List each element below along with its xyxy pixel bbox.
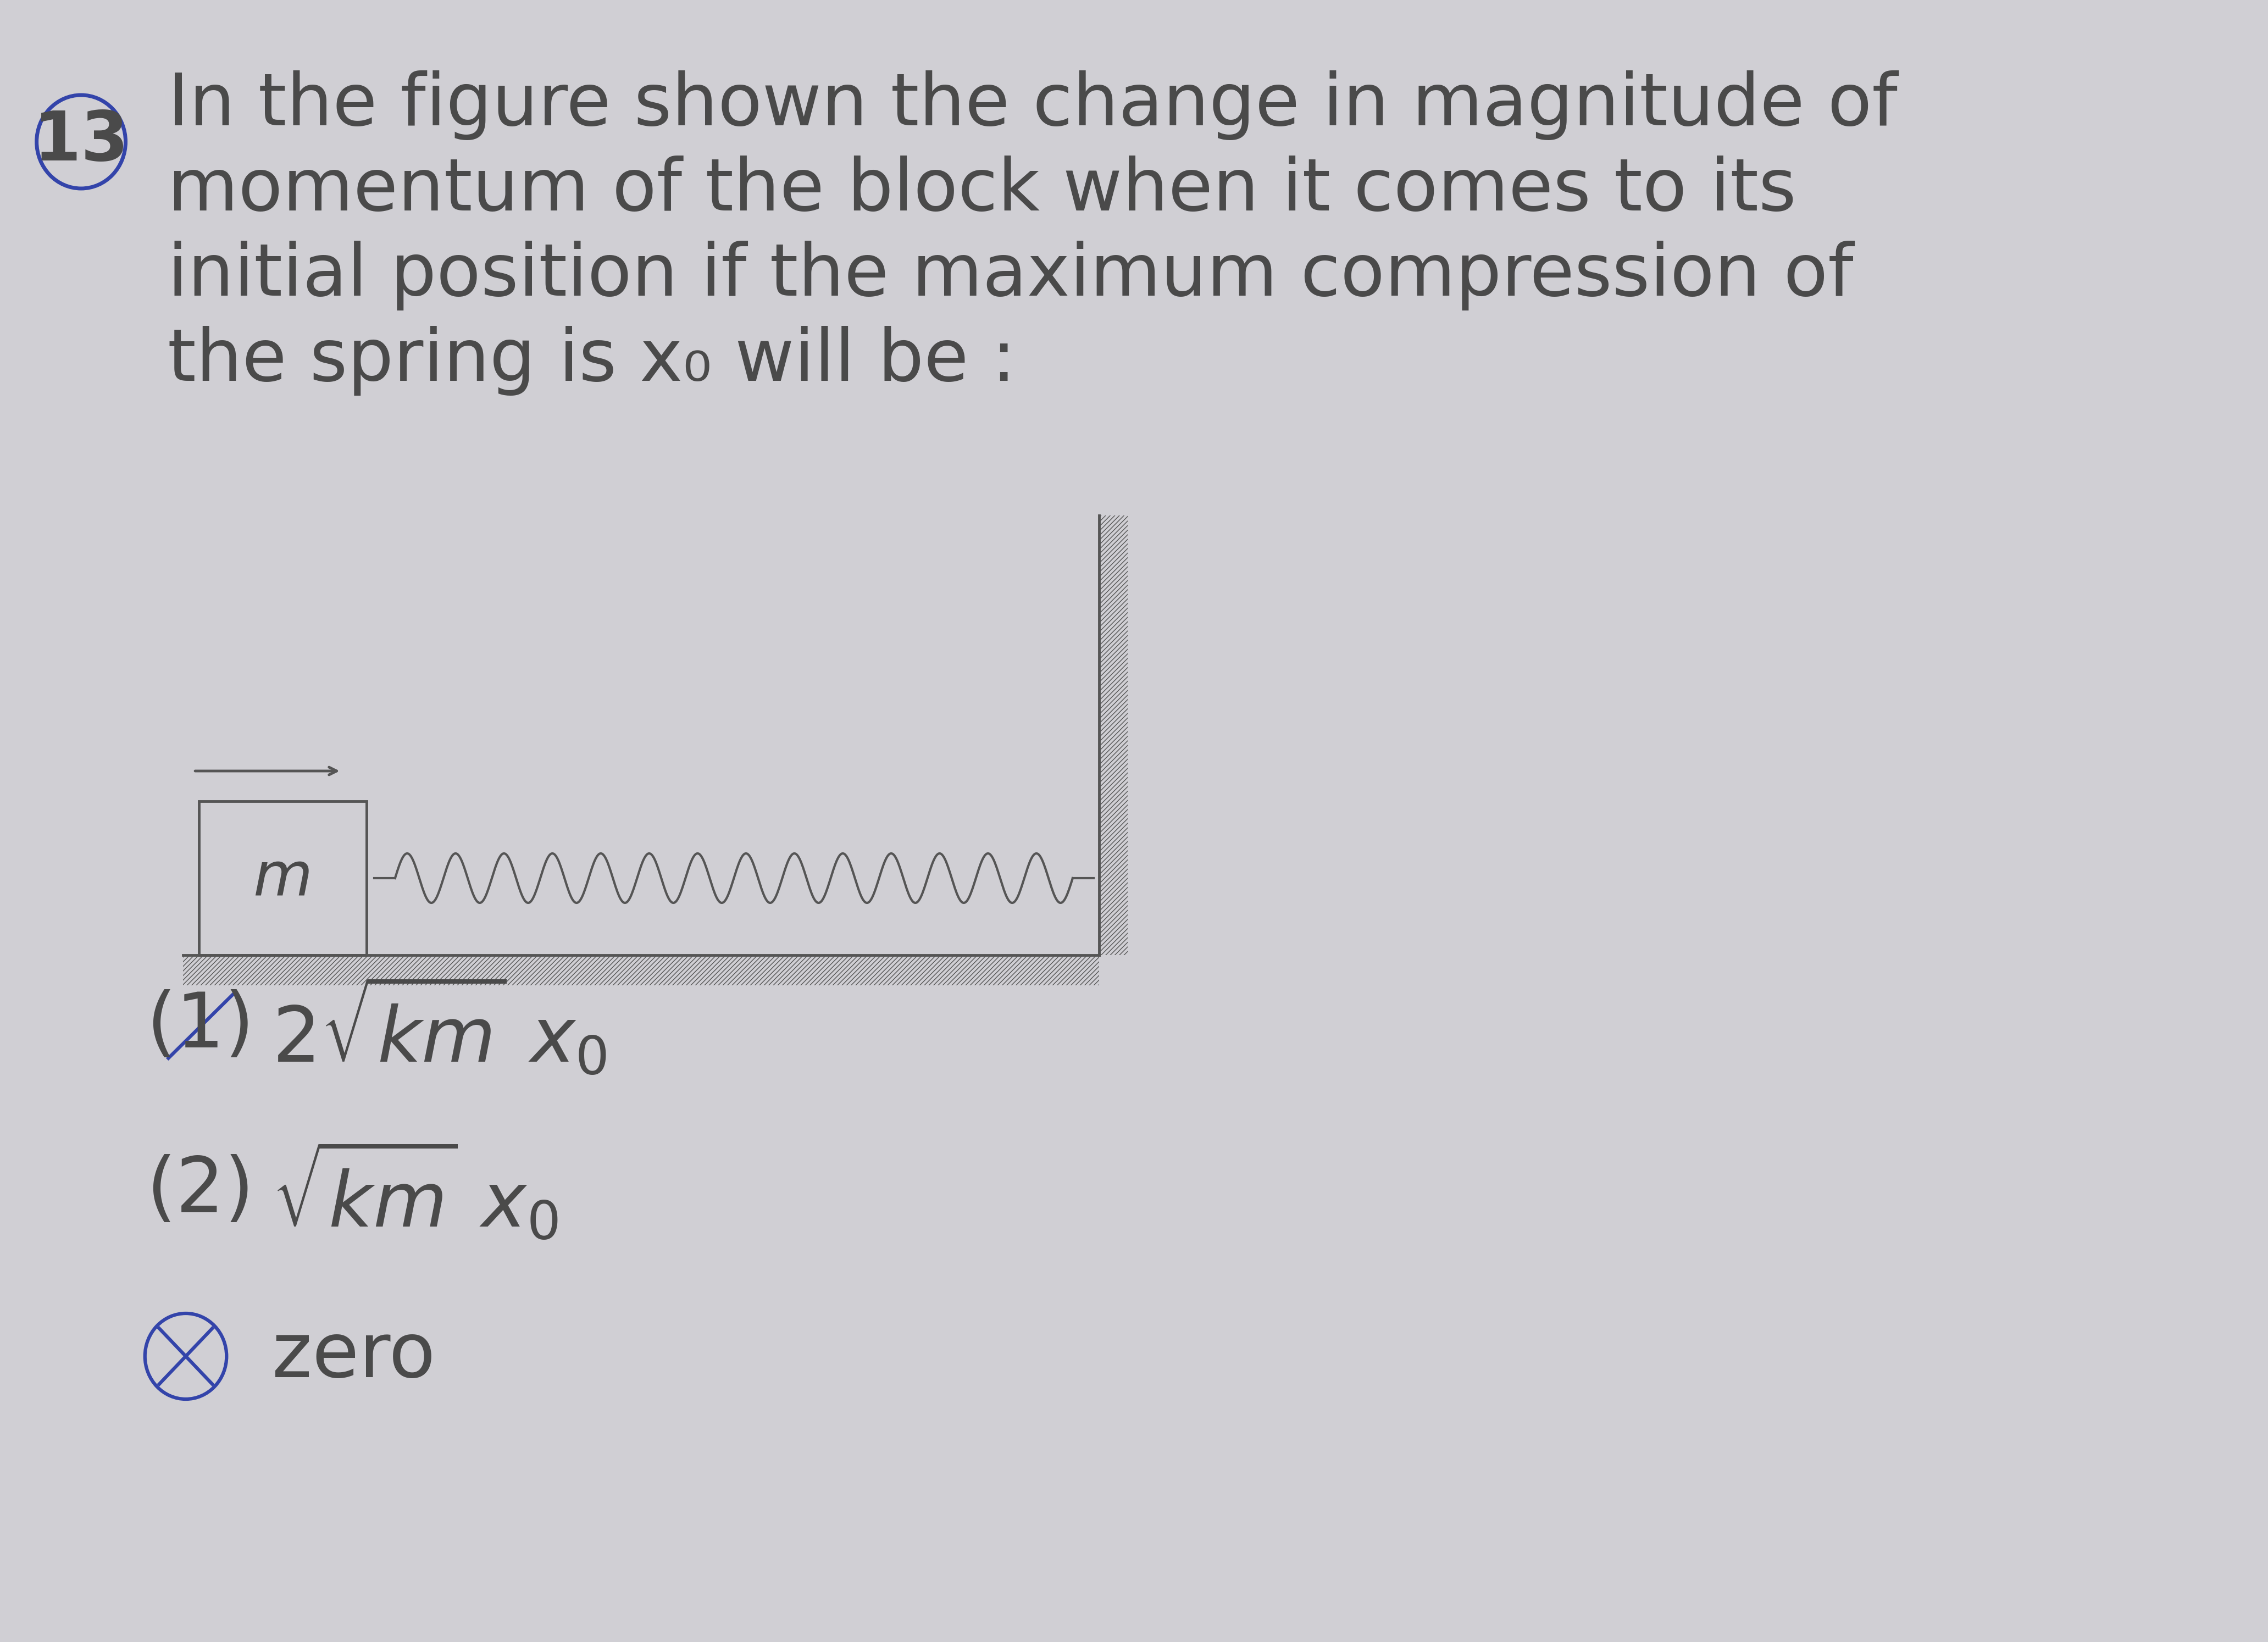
Text: m: m	[252, 849, 313, 908]
Text: In the figure shown the change in magnitude of: In the figure shown the change in magnit…	[168, 71, 1898, 140]
Text: initial position if the maximum compression of: initial position if the maximum compress…	[168, 241, 1853, 310]
Text: $2\sqrt{km}\ x_0$: $2\sqrt{km}\ x_0$	[272, 975, 606, 1077]
Text: 13: 13	[34, 108, 129, 176]
Text: zero: zero	[272, 1319, 435, 1394]
Text: momentum of the block when it comes to its: momentum of the block when it comes to i…	[168, 156, 1796, 225]
Text: (1): (1)	[147, 990, 254, 1064]
Text: the spring is x₀ will be :: the spring is x₀ will be :	[168, 325, 1016, 396]
Text: $\sqrt{km}\ x_0$: $\sqrt{km}\ x_0$	[272, 1140, 558, 1243]
Bar	[200, 801, 365, 956]
Text: (2): (2)	[147, 1154, 254, 1228]
Bar	[184, 956, 1098, 985]
Bar	[1098, 516, 1127, 956]
